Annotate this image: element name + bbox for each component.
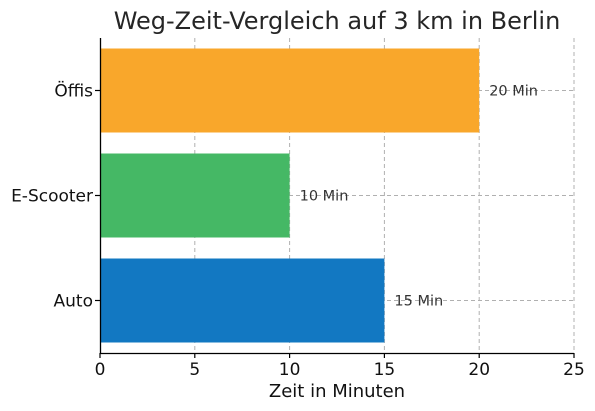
x-tick-label: 25: [563, 360, 585, 380]
data-label: 20 Min: [489, 84, 538, 100]
x-tick-label: 20: [468, 360, 490, 380]
bar-öffis: [100, 48, 480, 133]
bars: [100, 48, 480, 343]
x-tick-label: 0: [95, 360, 106, 380]
chart-title: Weg-Zeit-Vergleich auf 3 km in Berlin: [114, 7, 561, 35]
x-tick-label: 10: [279, 360, 301, 380]
y-tick-label: Öffis: [54, 80, 93, 102]
data-label: 15 Min: [394, 294, 443, 310]
bar-e-scooter: [100, 153, 290, 238]
y-tick-label: Auto: [54, 292, 93, 312]
bar-auto: [100, 258, 385, 343]
y-tick-label: E-Scooter: [11, 187, 93, 207]
x-axis-label: Zeit in Minuten: [269, 381, 405, 402]
axes: [95, 38, 575, 358]
x-tick-label: 15: [374, 360, 396, 380]
labels: 0 5 10 15 20 25 Auto 15 Min E-Scooter 10 Min Öffis…: [11, 80, 585, 381]
x-tick-label: 5: [189, 360, 200, 380]
data-label: 10 Min: [300, 189, 349, 205]
